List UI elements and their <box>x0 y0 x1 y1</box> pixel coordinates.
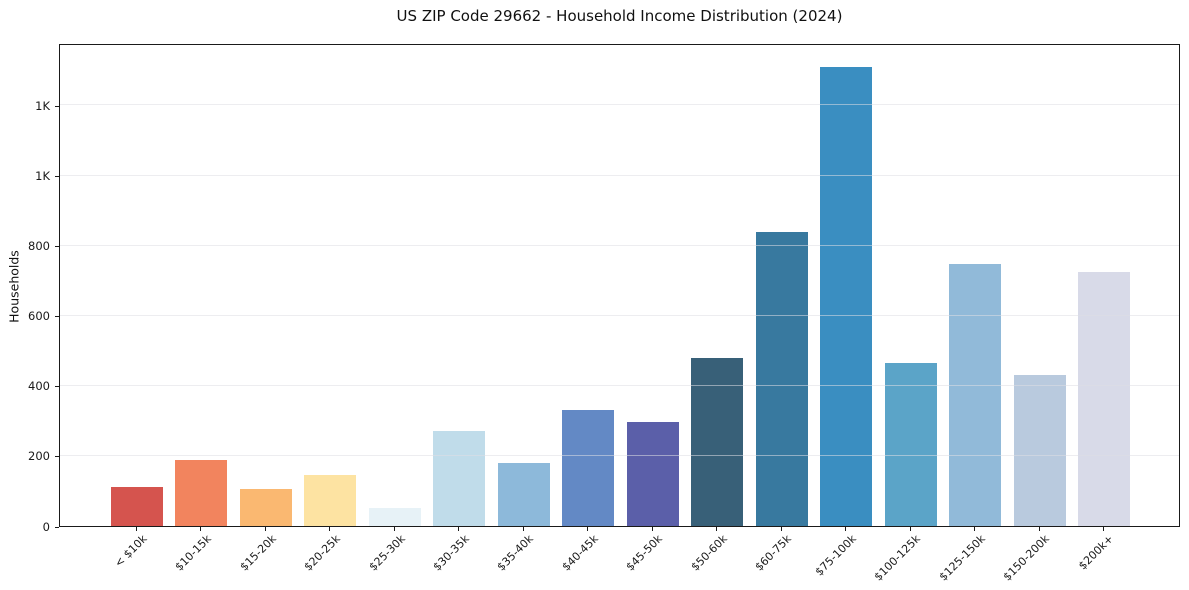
x-tick-label-75-100k: $75-100k <box>812 532 859 579</box>
x-tick-label-20-25k: $20-25k <box>301 532 343 574</box>
x-tick-mark <box>651 527 653 531</box>
gridline-600 <box>60 314 1179 316</box>
x-tick-label-200k: $200k+ <box>1076 532 1117 573</box>
x-tick-label-25-30k: $25-30k <box>366 532 408 574</box>
bar-40-45k <box>562 410 615 526</box>
y-tick-label: 200 <box>28 449 50 464</box>
bar-50-60k <box>691 357 744 526</box>
x-tick-label-15-20k: $15-20k <box>237 532 279 574</box>
x-tick-mark <box>845 527 847 531</box>
y-tick-label: 1K <box>35 168 50 183</box>
bar-10-15k <box>175 460 228 526</box>
y-tick-label: 0 <box>42 519 50 534</box>
x-tick-mark <box>200 527 202 531</box>
x-tick-label-45-50k: $45-50k <box>623 532 666 574</box>
bar-35-40k <box>497 462 550 526</box>
x-tick-mark <box>1103 527 1104 531</box>
y-tick-label: 400 <box>28 379 50 394</box>
bar-75-100k <box>820 66 873 526</box>
x-tick-mark <box>1038 527 1040 531</box>
plot-area <box>59 44 1180 527</box>
x-tick-label-60-75k: $60-75k <box>752 532 795 574</box>
x-tick-mark <box>780 527 782 531</box>
bar-60-75k <box>755 231 808 526</box>
y-tick-mark <box>55 386 59 388</box>
x-tick-label-40-45k: $40-45k <box>559 532 601 574</box>
y-tick-mark <box>55 175 59 177</box>
x-tick-label-150-200k: $150-200k <box>1000 532 1053 584</box>
y-tick-mark <box>55 316 59 318</box>
gridline-800 <box>60 244 1179 246</box>
x-tick-mark <box>329 527 331 531</box>
x-tick-mark <box>587 527 589 531</box>
gridline-400 <box>60 384 1179 386</box>
gridline-200 <box>60 454 1179 456</box>
x-tick-label-35-40k: $35-40k <box>495 532 537 574</box>
y-tick-label: 600 <box>28 309 50 324</box>
chart-title: US ZIP Code 29662 - Household Income Dis… <box>396 7 843 25</box>
bar-25-30k <box>368 508 421 526</box>
x-tick-mark <box>458 527 460 531</box>
x-tick-label-100-125k: $100-125k <box>871 532 924 584</box>
y-tick-mark <box>55 526 59 528</box>
bar-100-125k <box>884 363 937 526</box>
x-tick-mark <box>264 527 266 531</box>
bar-200k <box>1078 271 1130 526</box>
x-tick-mark <box>522 527 524 531</box>
x-tick-mark <box>716 527 718 531</box>
y-tick-label: 800 <box>28 239 50 254</box>
x-tick-mark <box>974 527 976 531</box>
bar-10k <box>111 486 163 526</box>
y-tick-mark <box>55 105 59 107</box>
x-tick-label-30-35k: $30-35k <box>430 532 472 574</box>
bar-20-25k <box>304 475 357 526</box>
gridline-1200 <box>60 104 1179 106</box>
y-tick-mark <box>55 456 59 458</box>
x-tick-mark <box>909 527 911 531</box>
x-tick-label-10-15k: $10-15k <box>172 532 214 574</box>
bar-15-20k <box>239 489 292 526</box>
x-tick-mark <box>393 527 395 531</box>
x-tick-label-10k: < $10k <box>111 532 150 570</box>
x-tick-label-50-60k: $50-60k <box>688 532 730 574</box>
bar-30-35k <box>433 431 486 526</box>
bar-125-150k <box>949 263 1002 526</box>
y-tick-label: 1K <box>35 98 50 113</box>
bar-150-200k <box>1013 374 1066 526</box>
x-tick-mark <box>136 527 137 531</box>
x-tick-label-125-150k: $125-150k <box>936 532 988 584</box>
y-tick-mark <box>55 246 59 248</box>
bar-45-50k <box>626 421 679 526</box>
gridline-1000 <box>60 174 1179 176</box>
